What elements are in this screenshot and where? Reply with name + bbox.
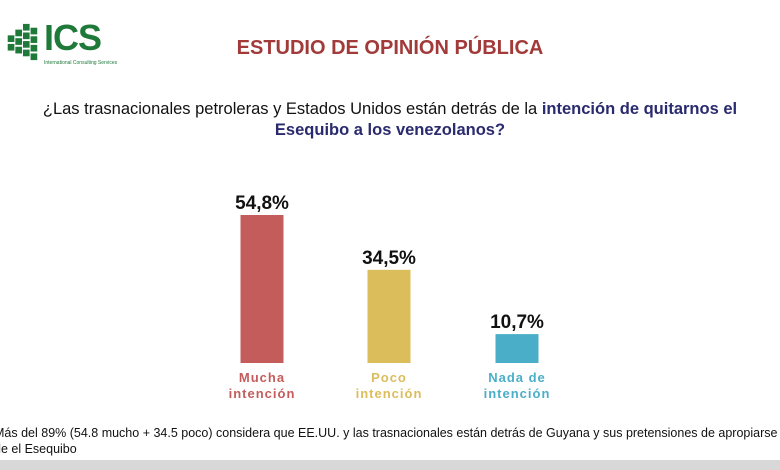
bar-3: [495, 334, 539, 363]
question-text: ¿Las trasnacionales petroleras y Estados…: [42, 100, 542, 118]
category-label-1-line-2: intención: [229, 386, 296, 401]
cube-stack-icon: [7, 23, 38, 61]
page-title: ESTUDIO DE OPINIÓN PÚBLICA: [236, 37, 544, 59]
ics-logo: ICS International Consulting Services: [2, 17, 117, 70]
question-highlight: intención de quitarnos el Esequibo a los…: [274, 100, 738, 139]
survey-question: ¿Las trasnacionales petroleras y Estados…: [40, 99, 740, 141]
category-label-1-line-1: Mucha: [239, 370, 285, 385]
bar-2: [367, 269, 411, 363]
data-label-3: 10,7%: [490, 312, 544, 333]
category-label-3-line-1: Nada de: [488, 370, 546, 385]
category-label-2-line-2: intención: [356, 386, 423, 401]
logo-text: ICS: [44, 17, 102, 58]
footnote: Más del 89% (54.8 mucho + 34.5 poco) con…: [0, 426, 778, 456]
data-label-2: 34,5%: [362, 248, 416, 269]
category-label-3-line-2: intención: [484, 386, 551, 401]
logo-subtext: International Consulting Services: [44, 60, 118, 66]
bottom-divider: [0, 460, 780, 470]
bar-1: [240, 215, 284, 363]
category-label-2-line-1: Poco: [371, 370, 407, 385]
data-label-1: 54,8%: [235, 193, 289, 214]
